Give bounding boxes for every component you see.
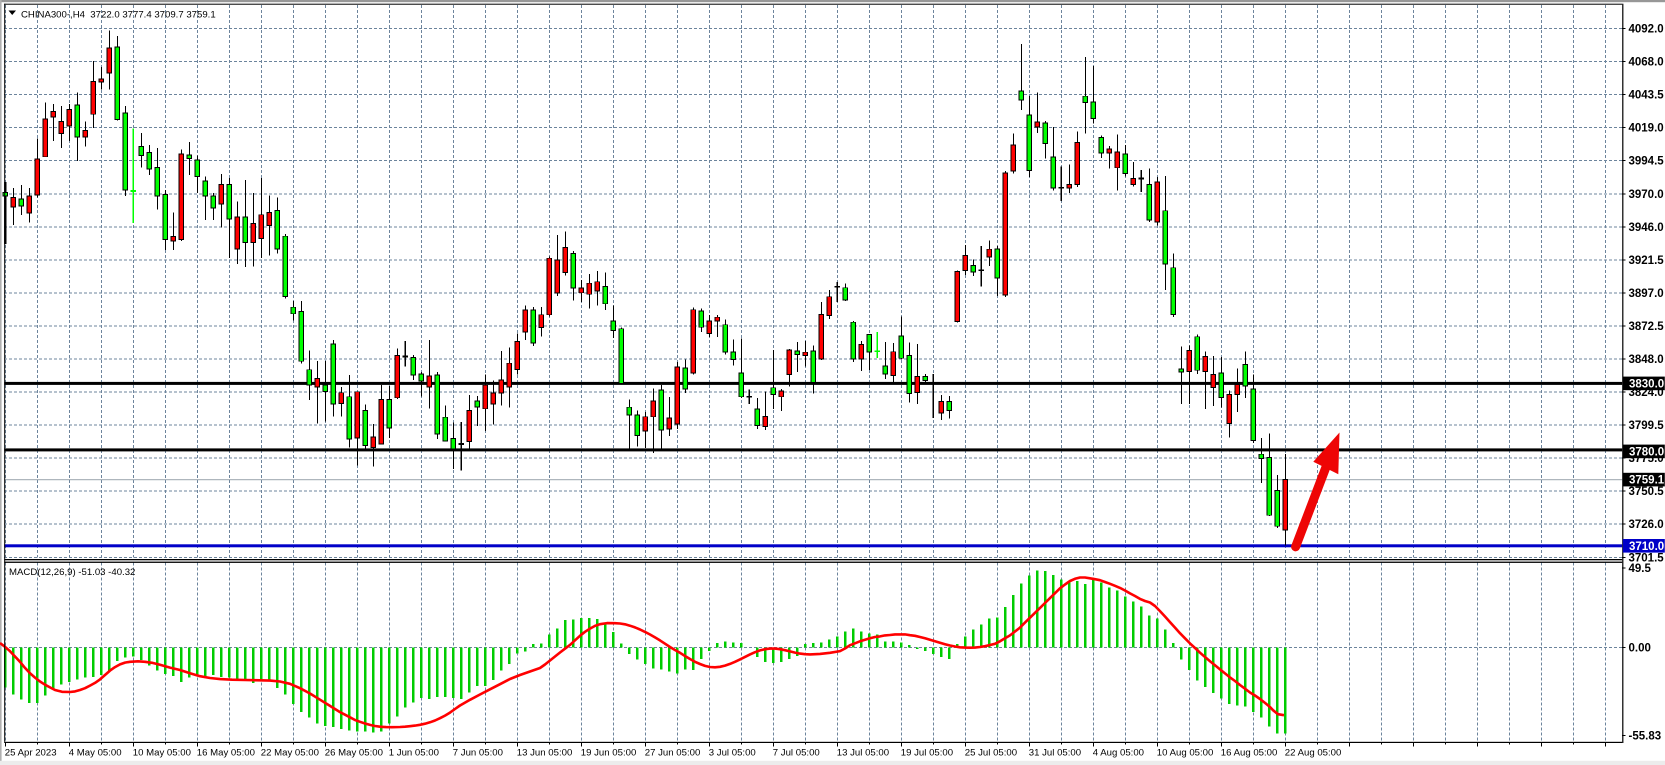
svg-text:49.5: 49.5: [1629, 563, 1652, 575]
svg-text:19 Jul 05:00: 19 Jul 05:00: [901, 748, 953, 759]
svg-text:3872.5: 3872.5: [1629, 321, 1665, 333]
svg-text:MACD(12,26,9) -51.03 -40.32: MACD(12,26,9) -51.03 -40.32: [9, 567, 135, 578]
svg-text:13 Jul 05:00: 13 Jul 05:00: [837, 748, 889, 759]
svg-text:7 Jul 05:00: 7 Jul 05:00: [773, 748, 820, 759]
svg-text:3 Jul 05:00: 3 Jul 05:00: [709, 748, 756, 759]
svg-text:10 May 05:00: 10 May 05:00: [133, 748, 191, 759]
svg-text:3701.5: 3701.5: [1629, 552, 1665, 564]
svg-text:3970.0: 3970.0: [1629, 189, 1664, 201]
svg-text:3830.0: 3830.0: [1629, 379, 1664, 391]
svg-text:19 Jun 05:00: 19 Jun 05:00: [581, 748, 636, 759]
svg-text:4092.0: 4092.0: [1629, 24, 1664, 36]
svg-text:3946.0: 3946.0: [1629, 222, 1664, 234]
svg-text:3759.1: 3759.1: [1629, 475, 1665, 487]
svg-text:CHINA300-,H4 3722.0 3777.4 37: CHINA300-,H4 3722.0 3777.4 3709.7 3759.1: [21, 10, 216, 21]
svg-text:16 May 05:00: 16 May 05:00: [197, 748, 255, 759]
svg-text:4 Aug 05:00: 4 Aug 05:00: [1093, 748, 1144, 759]
svg-text:3780.0: 3780.0: [1629, 447, 1664, 459]
svg-text:22 Aug 05:00: 22 Aug 05:00: [1285, 748, 1342, 759]
svg-text:-55.83: -55.83: [1629, 730, 1662, 742]
svg-text:3994.5: 3994.5: [1629, 156, 1665, 168]
svg-text:13 Jun 05:00: 13 Jun 05:00: [517, 748, 572, 759]
svg-text:1 Jun 05:00: 1 Jun 05:00: [389, 748, 439, 759]
svg-text:27 Jun 05:00: 27 Jun 05:00: [645, 748, 700, 759]
svg-text:0.00: 0.00: [1629, 643, 1651, 655]
svg-text:4 May 05:00: 4 May 05:00: [69, 748, 122, 759]
svg-text:7 Jun 05:00: 7 Jun 05:00: [453, 748, 503, 759]
svg-text:31 Jul 05:00: 31 Jul 05:00: [1029, 748, 1081, 759]
svg-text:26 May 05:00: 26 May 05:00: [325, 748, 383, 759]
svg-text:10 Aug 05:00: 10 Aug 05:00: [1157, 748, 1214, 759]
svg-text:4068.0: 4068.0: [1629, 57, 1664, 69]
svg-text:3921.5: 3921.5: [1629, 255, 1665, 267]
svg-text:22 May 05:00: 22 May 05:00: [261, 748, 319, 759]
svg-text:3750.5: 3750.5: [1629, 486, 1665, 498]
svg-text:25 Apr 2023: 25 Apr 2023: [5, 748, 57, 759]
svg-text:25 Jul 05:00: 25 Jul 05:00: [965, 748, 1017, 759]
svg-text:4043.5: 4043.5: [1629, 90, 1665, 102]
svg-text:3897.0: 3897.0: [1629, 288, 1664, 300]
svg-text:3799.5: 3799.5: [1629, 420, 1665, 432]
svg-text:16 Aug 05:00: 16 Aug 05:00: [1221, 748, 1278, 759]
svg-text:3710.0: 3710.0: [1629, 541, 1664, 553]
svg-text:3726.0: 3726.0: [1629, 519, 1664, 531]
svg-text:4019.0: 4019.0: [1629, 123, 1664, 135]
svg-text:3848.0: 3848.0: [1629, 354, 1664, 366]
